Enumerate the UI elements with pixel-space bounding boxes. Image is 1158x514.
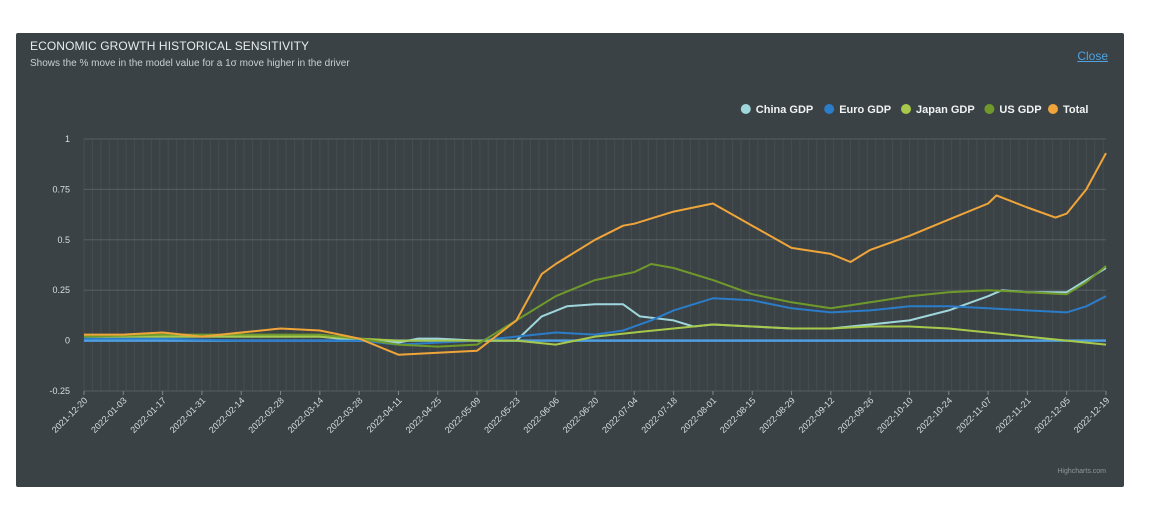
x-tick-label: 2022-04-11 [365, 395, 404, 434]
line-chart: Total US GDP Japan GDP Euro GDP China GDP -0… [49, 104, 1112, 435]
legend-marker-us-gdp [984, 104, 995, 114]
chart-grid [83, 138, 1106, 392]
chart-legend: Total US GDP Japan GDP Euro GDP China GDP [740, 104, 1088, 116]
x-tick-label: 2022-05-09 [443, 395, 483, 435]
x-axis: 2021-12-20 2022-01-03 2022-01-17 2022-01-31… [50, 391, 1112, 435]
y-tick-label: 0.5 [57, 235, 70, 245]
y-tick-label: 0.75 [52, 184, 70, 194]
legend-marker-euro-gdp [824, 104, 835, 114]
x-tick-label: 2022-08-29 [757, 395, 797, 435]
chart-panel: ECONOMIC GROWTH HISTORICAL SENSITIVITY S… [16, 33, 1124, 487]
x-tick-label: 2022-12-19 [1072, 395, 1112, 435]
x-tick-label: 2022-11-07 [954, 395, 993, 434]
y-tick-label: 0 [65, 336, 70, 346]
chart-credit[interactable]: Highcharts.com [1057, 468, 1106, 475]
x-tick-label: 2022-07-18 [639, 395, 679, 435]
x-tick-label: 2022-03-14 [286, 395, 326, 435]
y-tick-label: 0.25 [52, 285, 70, 295]
legend-label-us-gdp: US GDP [999, 104, 1041, 116]
x-tick-label: 2022-02-28 [246, 395, 286, 435]
series-line-total [84, 152, 1107, 356]
x-tick-label: 2022-05-23 [482, 395, 522, 435]
x-tick-label: 2022-10-24 [915, 395, 955, 435]
x-tick-label: 2021-12-20 [50, 395, 90, 435]
legend-marker-total [1048, 104, 1058, 114]
x-tick-label: 2022-04-25 [404, 395, 444, 435]
x-tick-label: 2022-08-15 [718, 395, 758, 435]
chart-title: ECONOMIC GROWTH HISTORICAL SENSITIVITY [30, 39, 310, 53]
x-tick-label: 2022-02-14 [207, 395, 247, 435]
chart-subtitle: Shows the % move in the model value for … [30, 58, 350, 69]
legend-marker-japan-gdp [901, 104, 911, 114]
legend-marker-china-gdp [740, 104, 751, 114]
x-tick-label: 2022-01-31 [168, 395, 208, 435]
x-tick-label: 2022-10-10 [875, 395, 915, 435]
x-tick-label: 2022-03-28 [325, 395, 365, 435]
y-tick-label: 1 [65, 134, 70, 144]
x-tick-label: 2022-01-03 [89, 395, 129, 435]
x-tick-label: 2022-06-06 [521, 395, 561, 435]
x-tick-label: 2022-09-12 [797, 395, 837, 435]
x-tick-label: 2022-07-04 [600, 395, 640, 435]
close-link[interactable]: Close [1077, 49, 1108, 63]
x-tick-label: 2022-11-21 [994, 395, 1033, 434]
legend-label-japan-gdp: Japan GDP [916, 104, 975, 116]
x-tick-label: 2022-09-26 [836, 395, 876, 435]
x-tick-label: 2022-06-20 [561, 395, 601, 435]
series-line-us-gdp [83, 263, 1107, 348]
legend-label-total: Total [1063, 104, 1088, 116]
legend-label-euro-gdp: Euro GDP [839, 104, 891, 116]
x-tick-label: 2022-08-01 [679, 395, 719, 435]
x-tick-label: 2022-12-05 [1032, 395, 1072, 435]
y-tick-label: -0.25 [49, 386, 70, 396]
y-axis: -0.25 0 0.25 0.5 0.75 1 [49, 134, 70, 396]
chart-series [83, 152, 1107, 356]
legend-label-china-gdp: China GDP [756, 104, 813, 116]
x-tick-label: 2022-01-17 [128, 395, 168, 435]
